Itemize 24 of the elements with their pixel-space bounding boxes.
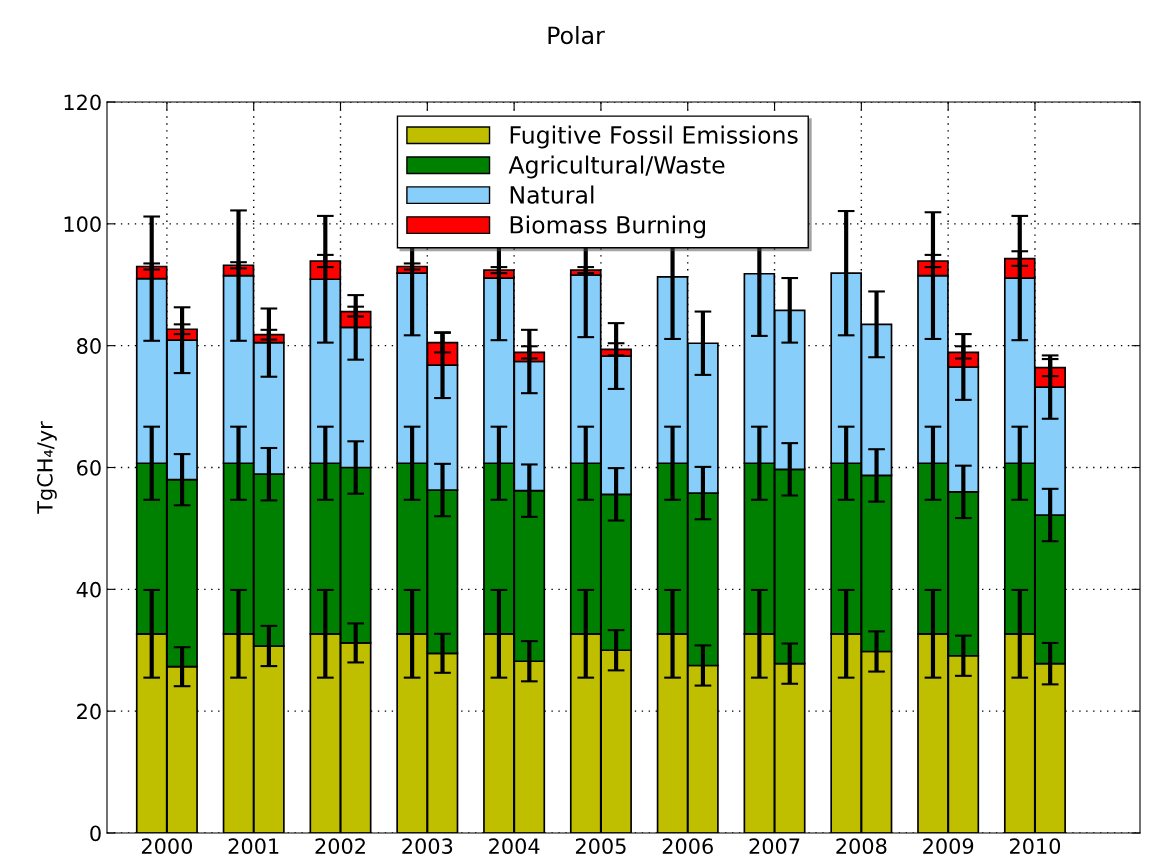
x-tick-label: 2007: [749, 838, 800, 854]
y-tick-label: 40: [76, 581, 101, 598]
y-tick-label: 60: [77, 459, 101, 476]
y-tick-label: 0: [90, 825, 101, 842]
x-tick-label: 2000: [141, 838, 193, 854]
legend-label: Agricultural/Waste: [508, 155, 725, 179]
y-tick-label: 120: [64, 94, 101, 111]
y-axis-title: TgCH₄/yr: [37, 421, 57, 514]
x-tick-label: 2003: [402, 838, 453, 854]
legend-label: Natural: [510, 185, 594, 204]
x-tick-label: 2006: [662, 838, 713, 854]
chart-title: Polar: [548, 25, 605, 45]
x-tick-label: 2004: [489, 838, 540, 854]
x-tick-label: 2002: [315, 838, 365, 854]
x-tick-label: 2001: [228, 838, 279, 854]
y-tick-label: 20: [77, 703, 101, 720]
x-tick-label: 2010: [1009, 838, 1061, 854]
legend-label: Biomass Burning: [510, 215, 705, 239]
y-tick-label: 100: [64, 216, 101, 233]
legend-label: Fugitive Fossil Emissions: [510, 125, 798, 149]
y-tick-label: 80: [77, 338, 101, 354]
x-tick-label: 2005: [575, 838, 626, 854]
x-tick-label: 2008: [836, 838, 887, 854]
x-tick-label: 2009: [923, 838, 974, 854]
